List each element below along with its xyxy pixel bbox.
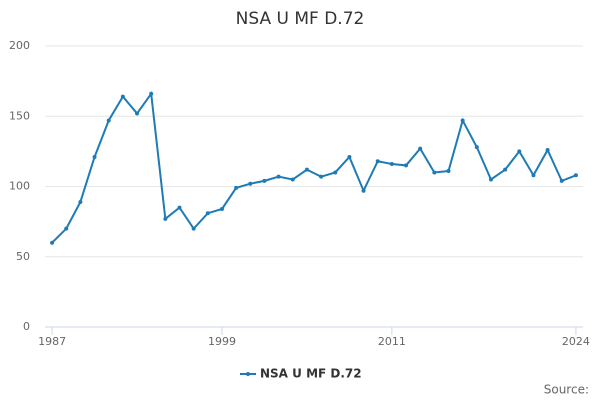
point (460, 118, 465, 123)
point (177, 205, 182, 210)
point (389, 162, 394, 167)
point (276, 174, 281, 179)
point (503, 167, 508, 172)
chart-title: NSA U MF D.72 (236, 9, 365, 29)
x-tick-label: 2011 (378, 335, 406, 348)
x-tick-label: 1999 (208, 335, 236, 348)
point (531, 173, 536, 178)
x-tick-label: 2024 (562, 335, 590, 348)
x-tick-label: 1987 (38, 335, 66, 348)
point (191, 226, 196, 231)
point (78, 199, 83, 204)
y-tick-label: 50 (16, 250, 30, 263)
point (545, 147, 550, 152)
y-tick-label: 100 (9, 180, 30, 193)
point (219, 206, 224, 211)
legend-label: NSA U MF D.72 (260, 367, 362, 381)
point (375, 159, 380, 164)
point (149, 91, 154, 96)
point (234, 185, 239, 190)
point (50, 240, 55, 245)
point (432, 170, 437, 175)
point (248, 181, 253, 186)
point (361, 188, 366, 193)
point (135, 111, 140, 116)
point (304, 167, 309, 172)
point (559, 178, 564, 183)
point (418, 146, 423, 151)
point (92, 154, 97, 159)
point (163, 216, 168, 221)
point (262, 178, 267, 183)
point (404, 163, 409, 168)
point (290, 177, 295, 182)
point (474, 145, 479, 150)
point (333, 170, 338, 175)
point (106, 118, 111, 123)
source: Source: (544, 383, 589, 397)
y-tick-label: 0 (23, 320, 30, 333)
y-tick-label: 150 (9, 109, 30, 122)
point (488, 177, 493, 182)
legend-symbol (246, 372, 250, 376)
point (573, 173, 578, 178)
point (64, 226, 69, 231)
point (319, 174, 324, 179)
line (51, 91, 577, 244)
point (120, 94, 125, 99)
point (517, 149, 522, 154)
y-tick-label: 200 (9, 39, 30, 52)
point (347, 154, 352, 159)
point (205, 211, 210, 216)
point (446, 169, 451, 174)
